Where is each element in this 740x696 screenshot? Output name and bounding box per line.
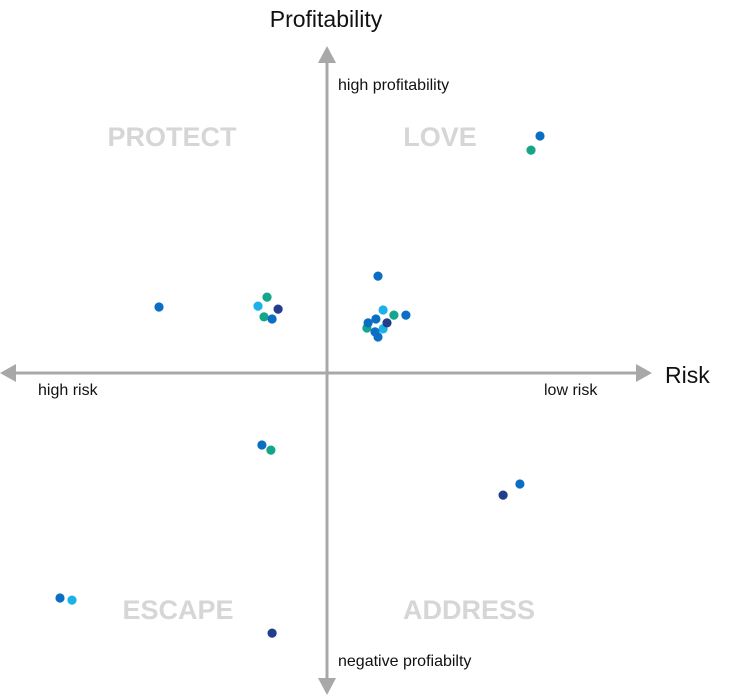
quadrant-label-love: LOVE bbox=[403, 122, 477, 152]
data-point-8 bbox=[401, 310, 411, 320]
data-point-15 bbox=[373, 332, 383, 342]
data-point-3 bbox=[259, 312, 269, 322]
data-point-20 bbox=[266, 445, 276, 455]
data-point-23 bbox=[55, 593, 65, 603]
data-point-25 bbox=[267, 628, 277, 638]
y-axis-title: Profitability bbox=[270, 6, 383, 32]
data-point-18 bbox=[154, 302, 164, 312]
data-point-2 bbox=[273, 304, 283, 314]
data-point-21 bbox=[515, 479, 525, 489]
y-axis-bottom-arrow-icon bbox=[318, 678, 336, 695]
data-point-17 bbox=[526, 145, 536, 155]
data-point-24 bbox=[67, 595, 77, 605]
data-point-6 bbox=[378, 305, 388, 315]
x-axis-left-arrow-icon bbox=[0, 364, 16, 382]
data-point-7 bbox=[389, 310, 399, 320]
y-bottom-label: negative profiabilty bbox=[338, 653, 471, 670]
data-points bbox=[55, 131, 545, 638]
x-left-label: high risk bbox=[38, 382, 99, 399]
data-point-5 bbox=[373, 271, 383, 281]
data-point-10 bbox=[363, 318, 373, 328]
y-top-label: high profitability bbox=[338, 77, 449, 94]
data-point-19 bbox=[257, 440, 267, 450]
x-right-label: low risk bbox=[544, 382, 598, 399]
data-point-11 bbox=[371, 314, 381, 324]
data-point-16 bbox=[535, 131, 545, 141]
x-axis-title: Risk bbox=[665, 362, 710, 388]
data-point-0 bbox=[262, 292, 272, 302]
x-axis-right-arrow-icon bbox=[636, 364, 652, 382]
quadrant-label-address: ADDRESS bbox=[403, 595, 535, 625]
data-point-13 bbox=[382, 318, 392, 328]
data-point-1 bbox=[253, 301, 263, 311]
quadrant-label-escape: ESCAPE bbox=[122, 595, 233, 625]
data-point-4 bbox=[267, 314, 277, 324]
quadrant-label-protect: PROTECT bbox=[107, 122, 237, 152]
axes bbox=[0, 46, 652, 695]
y-axis-top-arrow-icon bbox=[318, 46, 336, 63]
data-point-22 bbox=[498, 490, 508, 500]
